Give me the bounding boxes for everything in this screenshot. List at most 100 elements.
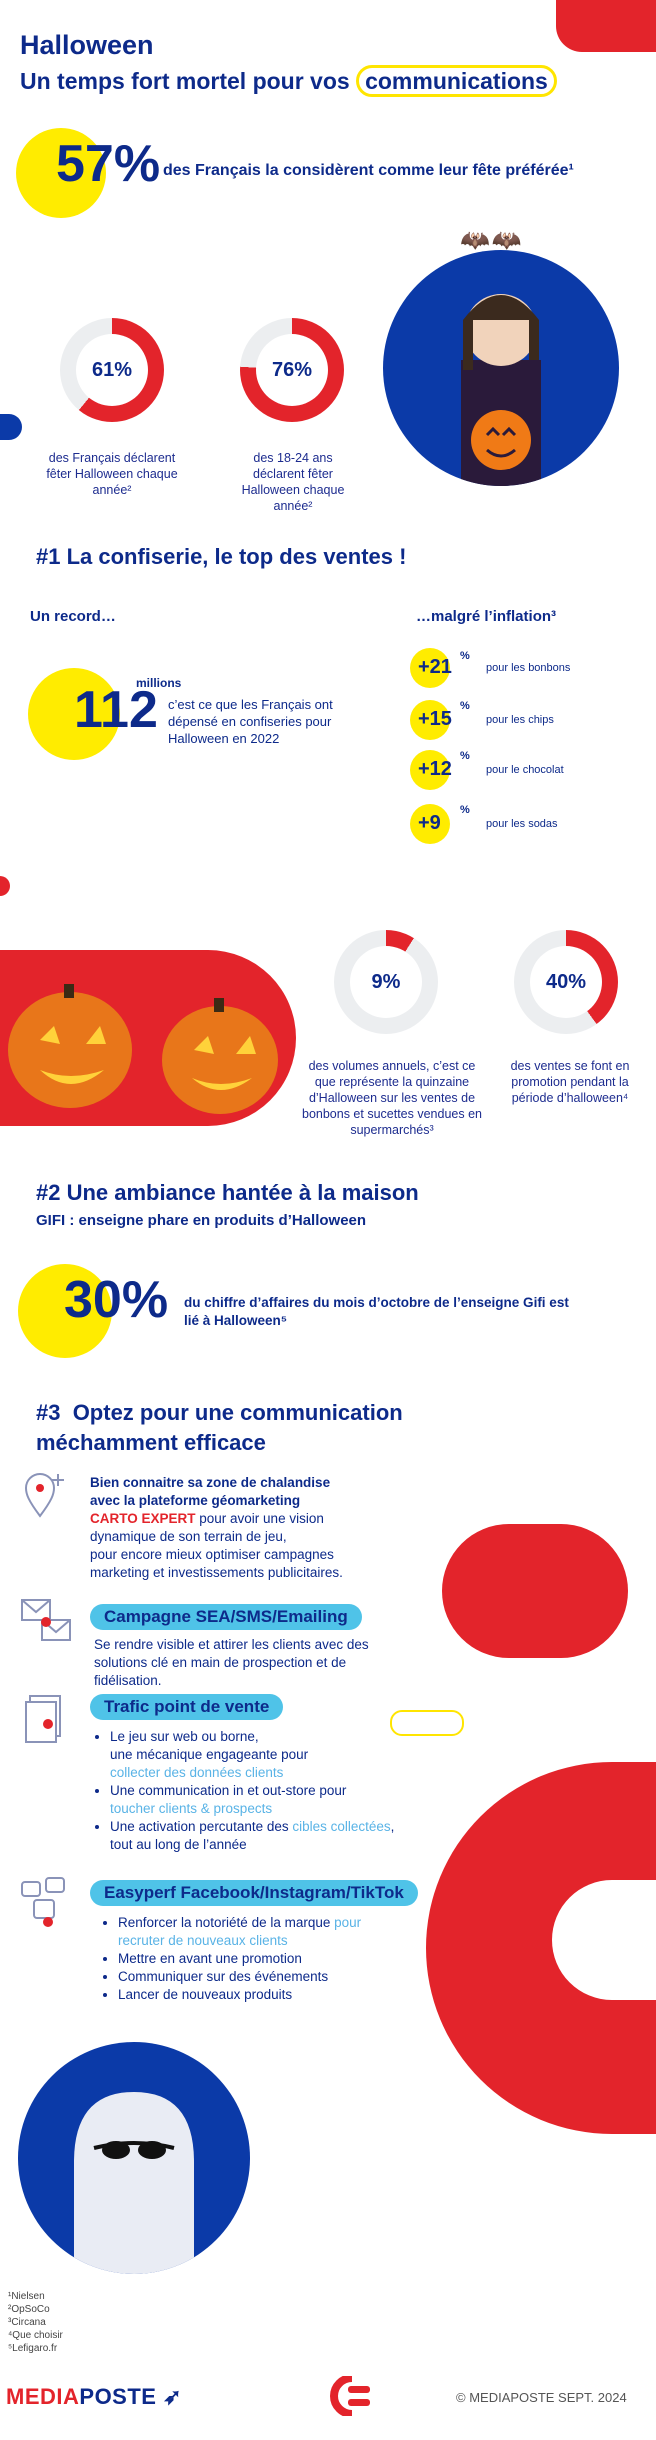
logo-arrow-icon: ➶ — [156, 2384, 183, 2409]
bats-icon: 🦇🦇 — [460, 227, 524, 254]
inflation-label-0: pour les bonbons — [486, 662, 571, 674]
sea-text: Se rendre visible et attirer les clients… — [94, 1637, 369, 1688]
ghost-illustration — [74, 2092, 194, 2274]
easyperf-bullet-1: Renforcer la notoriété de la marque pour… — [118, 1914, 440, 1950]
donut-76-value: 76% — [256, 334, 328, 406]
stat-57-text: des Français la considèrent comme leur f… — [163, 162, 574, 179]
inflation-dot-3 — [410, 804, 450, 844]
copyright: © MEDIAPOSTE SEPT. 2024 — [456, 2390, 627, 2405]
inflation-unit-0: % — [460, 650, 470, 662]
record-label: Un record… — [30, 608, 116, 625]
donut-9-caption: des volumes annuels, c’est ce que représ… — [302, 1059, 482, 1137]
carto-block: Bien connaitre sa zone de chalandise ave… — [90, 1474, 430, 1582]
trafic-bullet-3: Une activation percutante des cibles col… — [110, 1818, 452, 1854]
footnote-1: ¹Nielsen — [8, 2291, 45, 2302]
inflation-value-3: +9 — [418, 812, 441, 834]
section2-unit: % — [121, 1271, 169, 1329]
page-subtitle: Un temps fort mortel pour vos communicat… — [20, 65, 557, 97]
donut-61-value: 61% — [76, 334, 148, 406]
donut-40: 40% — [514, 930, 618, 1034]
inflation-dot-2 — [410, 750, 450, 790]
envelopes-icon — [20, 1598, 74, 1649]
section2-value: 30% — [64, 1270, 168, 1330]
page-title: Halloween — [20, 30, 154, 60]
carto-line3: CARTO EXPERT pour avoir une vision — [90, 1510, 430, 1528]
easyperf-bullet-4: Lancer de nouveaux produits — [118, 1986, 440, 2004]
inflation-label: …malgré l’inflation³ — [416, 608, 557, 625]
footnote-2: ²OpSoCo — [8, 2304, 50, 2315]
footnotes: ¹Nielsen ²OpSoCo ³Circana ⁴Que choisir ⁵… — [8, 2290, 63, 2355]
inflation-unit-3: % — [460, 804, 470, 816]
trafic-bullet-1: Le jeu sur web ou borne,une mécanique en… — [110, 1728, 452, 1782]
trafic-link-1: collecter des données clients — [110, 1765, 284, 1780]
document-icon — [24, 1694, 66, 1753]
inflation-label-3: pour les sodas — [486, 818, 558, 830]
sea-pill: Campagne SEA/SMS/Emailing — [90, 1604, 362, 1630]
witch-girl-illustration — [461, 294, 541, 486]
section2-number: 30 — [64, 1271, 122, 1329]
mediaposte-logo: MEDIAPOSTE ➶ — [6, 2384, 182, 2410]
easyperf-link-1: pour — [334, 1915, 362, 1930]
left-red-dot — [0, 876, 10, 896]
carto-rest1: pour avoir une vision — [195, 1511, 324, 1526]
yellow-circle-30 — [18, 1264, 112, 1358]
ghost-photo — [18, 2042, 250, 2274]
subtitle-highlight: communications — [356, 65, 557, 97]
inflation-value-1: +15 — [418, 708, 452, 730]
carto-line1: Bien connaitre sa zone de chalandise — [90, 1475, 331, 1490]
pumpkins-illustration — [8, 984, 278, 1114]
inflation-value-2: +12 — [418, 758, 452, 780]
section2-title: #2 Une ambiance hantée à la maison — [36, 1180, 419, 1205]
section3-title-line2: méchamment efficace — [36, 1430, 266, 1455]
footnote-5: ⁵Lefigaro.fr — [8, 2343, 58, 2354]
section3-title-line1: #3 Optez pour une communication — [36, 1400, 403, 1425]
logo-poste: POSTE — [79, 2384, 157, 2409]
easyperf-bullet-3: Communiquer sur des événements — [118, 1968, 440, 1986]
inflation-label-2: pour le chocolat — [486, 764, 564, 776]
section2-subtitle: GIFI : enseigne phare en produits d’Hall… — [36, 1212, 367, 1229]
section1-title: #1 La confiserie, le top des ventes ! — [36, 544, 407, 569]
yellow-circle-112 — [28, 668, 120, 760]
carto-rest3: pour encore mieux optimiser campagnes — [90, 1547, 334, 1562]
carto-line2: avec la plateforme géomarketing — [90, 1493, 301, 1508]
inflation-dot-1 — [410, 700, 450, 740]
carto-brand: CARTO EXPERT — [90, 1511, 196, 1526]
footnote-4: ⁴Que choisir — [8, 2330, 63, 2341]
donut-9: 9% — [334, 930, 438, 1034]
donut-9-value: 9% — [350, 946, 422, 1018]
inflation-value-0: +21 — [418, 656, 452, 678]
trafic-link-3: cibles collectées — [292, 1819, 391, 1834]
inflation-unit-1: % — [460, 700, 470, 712]
trafic-list: Le jeu sur web ou borne,une mécanique en… — [92, 1728, 452, 1854]
donut-61: 61% — [60, 318, 164, 422]
donut-40-caption: des ventes se font en promotion pendant … — [510, 1059, 630, 1105]
logo-media: MEDIA — [6, 2384, 80, 2409]
witch-girl-photo — [383, 250, 619, 486]
map-pin-icon — [24, 1470, 68, 1523]
donut-61-caption: des Français déclarent fêter Halloween c… — [46, 451, 178, 497]
trafic-link-2: toucher clients & prospects — [110, 1801, 273, 1816]
easyperf-link-2: recruter de nouveaux clients — [118, 1933, 288, 1948]
inflation-label-1: pour les chips — [486, 714, 554, 726]
white-notch — [552, 1880, 656, 2000]
pumpkins-photo — [0, 950, 296, 1126]
red-pill-right — [442, 1524, 628, 1658]
section2-text: du chiffre d’affaires du mois d’octobre … — [184, 1295, 569, 1328]
footnote-3: ³Circana — [8, 2317, 46, 2328]
easyperf-pill: Easyperf Facebook/Instagram/TikTok — [90, 1880, 418, 1906]
inflation-dot-0 — [410, 648, 450, 688]
yellow-circle-57 — [16, 128, 106, 218]
social-icon — [20, 1876, 70, 1937]
left-red-half-circle — [0, 414, 22, 440]
yellow-outline-pill — [390, 1710, 464, 1736]
donut-76-caption: des 18-24 ans déclarent fêter Halloween … — [241, 451, 345, 513]
donut-40-value: 40% — [530, 946, 602, 1018]
easyperf-bullet-2: Mettre en avant une promotion — [118, 1950, 440, 1968]
carto-rest4: marketing et investissements publicitair… — [90, 1565, 343, 1580]
record-text: c’est ce que les Français ont dépensé en… — [168, 697, 333, 746]
donut-76: 76% — [240, 318, 344, 422]
stat-57-value: 57% — [56, 134, 160, 194]
carto-rest2: dynamique de son terrain de jeu, — [90, 1529, 287, 1544]
stat-57-number: 57 — [56, 135, 114, 193]
easyperf-list: Renforcer la notoriété de la marque pour… — [100, 1914, 440, 2004]
